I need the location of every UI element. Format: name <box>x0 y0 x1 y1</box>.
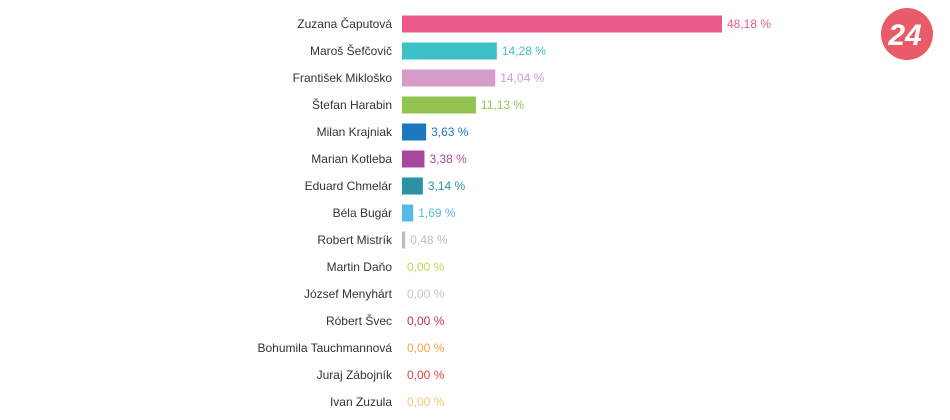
category-label: Béla Bugár <box>333 206 392 220</box>
logo-24: 24 <box>881 8 933 60</box>
bar <box>402 123 427 141</box>
category-label: Štefan Harabin <box>312 97 392 112</box>
value-label: 11,13 % <box>481 98 524 112</box>
value-label: 0,00 % <box>407 314 445 328</box>
value-label: 0,00 % <box>407 368 445 382</box>
category-label: Bohumila Tauchmannová <box>257 341 392 355</box>
category-label: Zuzana Čaputová <box>297 16 392 31</box>
logo-text: 24 <box>887 19 922 52</box>
category-label: Marian Kotleba <box>311 152 392 166</box>
bar <box>402 177 423 195</box>
value-label: 3,38 % <box>429 152 467 166</box>
category-label: Juraj Zábojník <box>317 368 393 382</box>
value-label: 0,00 % <box>407 260 445 274</box>
value-label: 0,00 % <box>407 395 445 409</box>
value-label: 0,00 % <box>407 287 445 301</box>
value-label: 14,04 % <box>500 71 544 85</box>
bar <box>402 150 425 168</box>
value-label: 14,28 % <box>502 44 546 58</box>
value-label: 3,14 % <box>428 179 466 193</box>
bar <box>402 204 414 222</box>
category-label: Martin Daňo <box>327 260 393 274</box>
category-label: Robert Mistrík <box>317 233 393 247</box>
category-label: József Menyhárt <box>304 287 393 301</box>
bar <box>402 96 476 114</box>
bar <box>402 42 497 60</box>
category-label: Eduard Chmelár <box>305 179 392 193</box>
value-label: 0,48 % <box>410 233 448 247</box>
bar <box>402 231 406 249</box>
category-label: Maroš Šefčovič <box>310 43 392 58</box>
category-label: Ivan Zuzula <box>330 395 392 409</box>
category-label: Milan Krajniak <box>317 125 393 139</box>
logo-circle <box>881 8 933 60</box>
category-label: Róbert Švec <box>326 313 392 328</box>
value-label: 0,00 % <box>407 341 445 355</box>
value-label: 1,69 % <box>418 206 456 220</box>
bar <box>402 69 496 87</box>
value-label: 48,18 % <box>727 17 771 31</box>
category-label: František Mikloško <box>293 71 393 85</box>
value-label: 3,63 % <box>431 125 469 139</box>
bar <box>402 15 722 33</box>
